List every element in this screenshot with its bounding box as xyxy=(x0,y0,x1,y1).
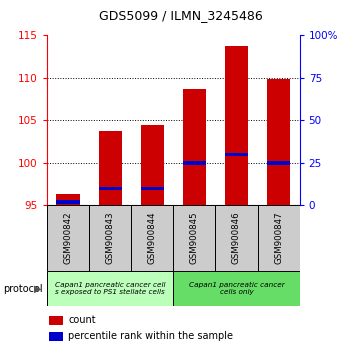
Bar xyxy=(99,131,122,205)
FancyBboxPatch shape xyxy=(47,271,173,306)
Text: percentile rank within the sample: percentile rank within the sample xyxy=(68,331,234,341)
Bar xyxy=(141,125,164,205)
Bar xyxy=(141,187,164,190)
FancyBboxPatch shape xyxy=(131,205,173,271)
Text: GSM900845: GSM900845 xyxy=(190,212,199,264)
Bar xyxy=(99,187,122,190)
Bar xyxy=(56,194,79,205)
Text: Capan1 pancreatic cancer
cells only: Capan1 pancreatic cancer cells only xyxy=(188,282,284,295)
Text: GSM900847: GSM900847 xyxy=(274,212,283,264)
Bar xyxy=(49,316,64,325)
Bar xyxy=(49,332,64,341)
FancyBboxPatch shape xyxy=(173,205,216,271)
Text: GSM900844: GSM900844 xyxy=(148,212,157,264)
Text: Capan1 pancreatic cancer cell
s exposed to PS1 stellate cells: Capan1 pancreatic cancer cell s exposed … xyxy=(55,282,165,295)
FancyBboxPatch shape xyxy=(47,205,89,271)
Bar xyxy=(225,153,248,156)
FancyBboxPatch shape xyxy=(257,205,300,271)
Bar xyxy=(267,79,290,205)
FancyBboxPatch shape xyxy=(216,205,257,271)
Text: GSM900842: GSM900842 xyxy=(64,212,73,264)
Text: count: count xyxy=(68,315,96,325)
Text: ▶: ▶ xyxy=(34,284,42,294)
Bar xyxy=(267,161,290,165)
Text: GDS5099 / ILMN_3245486: GDS5099 / ILMN_3245486 xyxy=(99,9,262,22)
FancyBboxPatch shape xyxy=(89,205,131,271)
Bar xyxy=(225,46,248,205)
Bar xyxy=(183,89,206,205)
Text: GSM900843: GSM900843 xyxy=(106,212,114,264)
FancyBboxPatch shape xyxy=(173,271,300,306)
Text: protocol: protocol xyxy=(4,284,43,294)
Bar xyxy=(56,200,79,204)
Text: GSM900846: GSM900846 xyxy=(232,212,241,264)
Bar xyxy=(183,161,206,165)
